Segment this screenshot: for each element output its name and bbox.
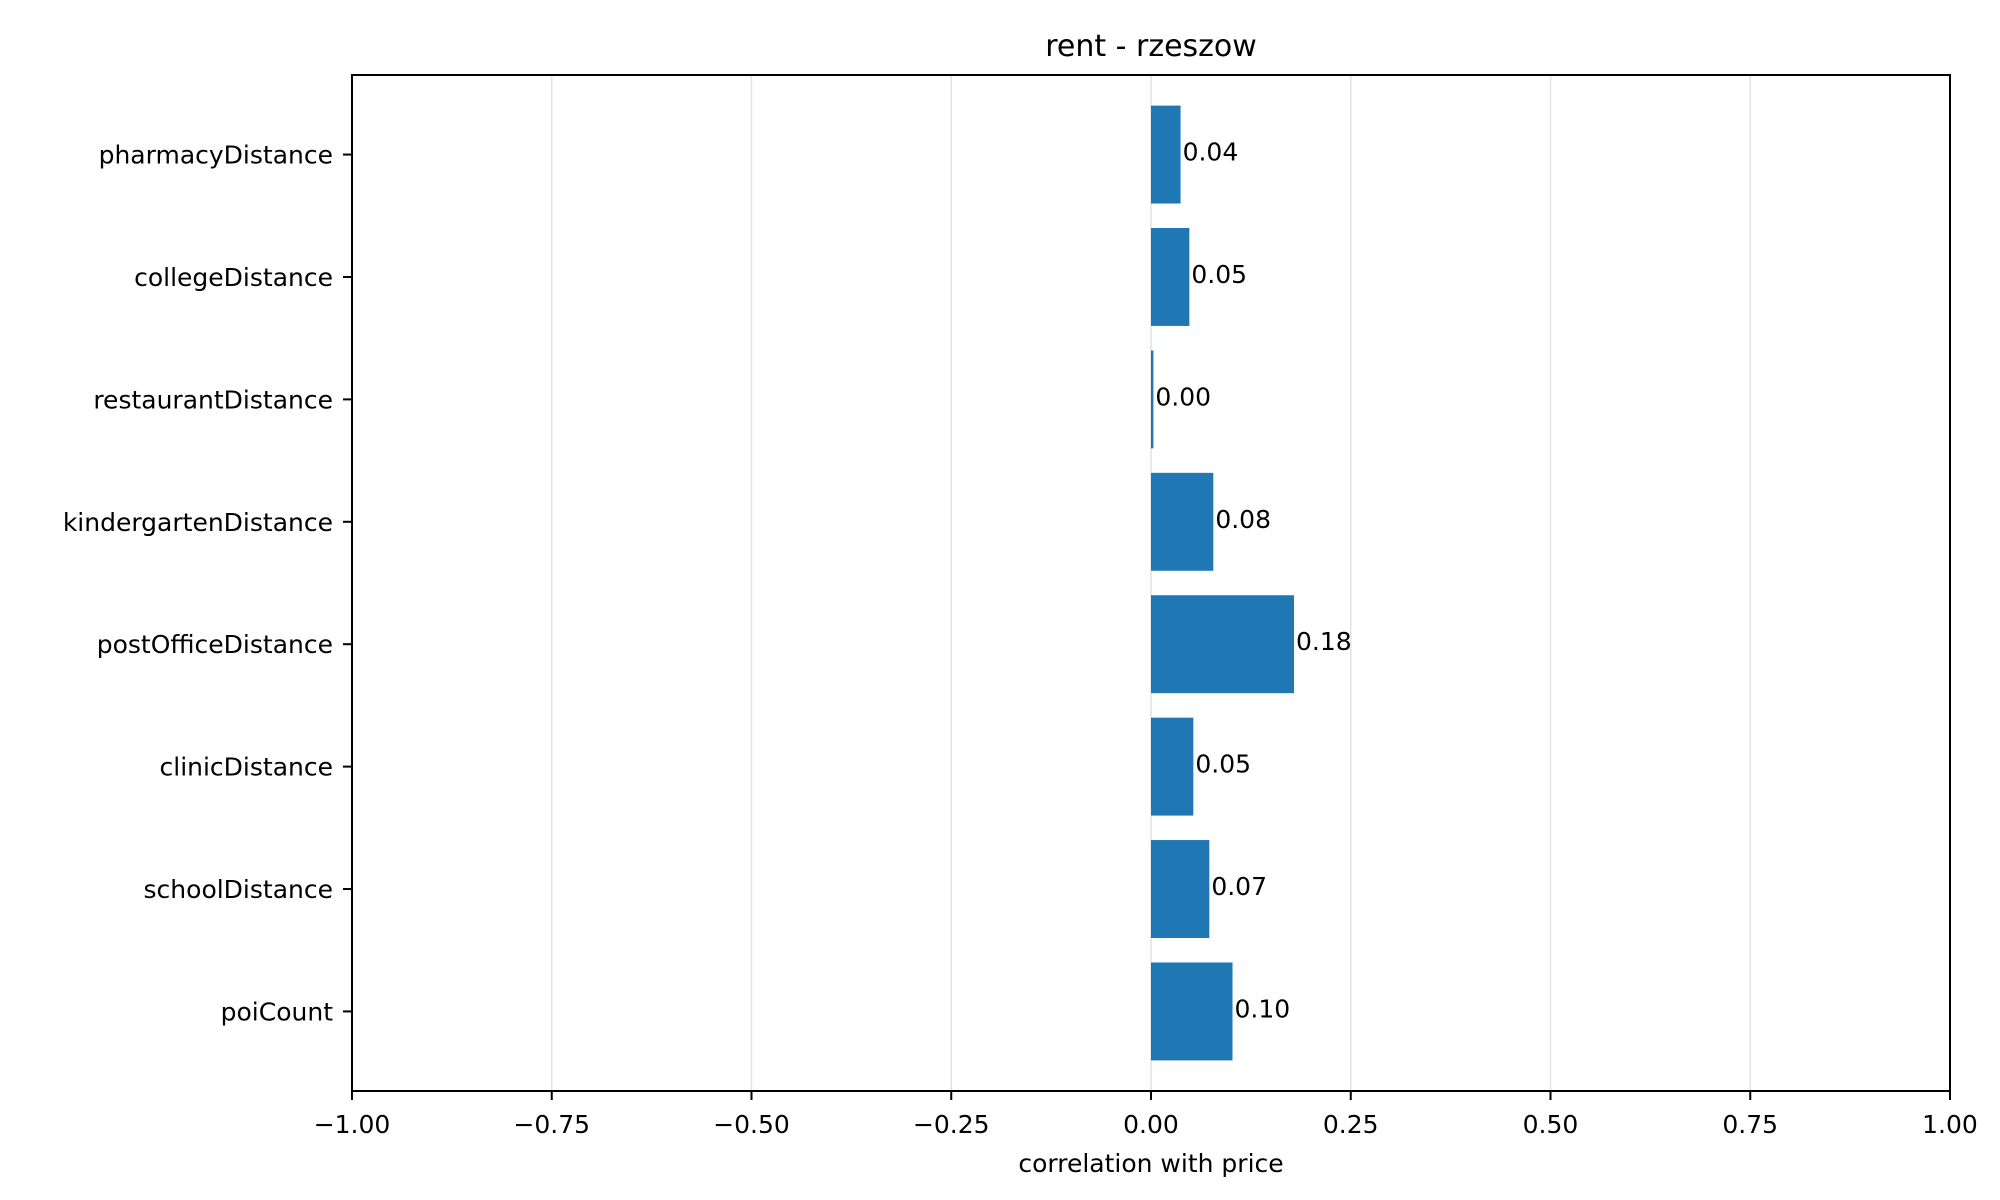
value-label-collegeDistance: 0.05 bbox=[1191, 260, 1247, 289]
value-label-kindergartenDistance: 0.08 bbox=[1215, 505, 1271, 534]
value-label-restaurantDistance: 0.00 bbox=[1155, 382, 1211, 411]
x-tick-label: −0.50 bbox=[713, 1110, 790, 1139]
bar-kindergartenDistance bbox=[1151, 472, 1214, 571]
bars bbox=[1151, 105, 1295, 1061]
y-axis-ticks: pharmacyDistance collegeDistance restauran… bbox=[63, 141, 352, 1026]
x-tick-label: −0.75 bbox=[513, 1110, 590, 1139]
x-tick-label: 0.75 bbox=[1722, 1110, 1778, 1139]
x-tick-label: 0.00 bbox=[1123, 1110, 1179, 1139]
x-tick-label: −0.25 bbox=[913, 1110, 990, 1139]
bar-postOfficeDistance bbox=[1151, 595, 1295, 694]
bar-clinicDistance bbox=[1151, 717, 1194, 816]
value-label-poiCount: 0.10 bbox=[1234, 994, 1290, 1023]
bar-restaurantDistance bbox=[1151, 350, 1154, 449]
x-axis-label: correlation with price bbox=[1018, 1149, 1283, 1178]
y-tick-label-kindergartenDistance: kindergartenDistance bbox=[63, 508, 333, 537]
y-tick-label-clinicDistance: clinicDistance bbox=[160, 753, 334, 782]
value-label-pharmacyDistance: 0.04 bbox=[1183, 138, 1239, 167]
y-tick-label-schoolDistance: schoolDistance bbox=[144, 875, 333, 904]
bar-collegeDistance bbox=[1151, 228, 1190, 326]
value-label-schoolDistance: 0.07 bbox=[1211, 872, 1267, 901]
y-tick-label-collegeDistance: collegeDistance bbox=[134, 263, 333, 292]
value-labels: 0.04 0.05 0.00 0.08 0.18 0.05 0.07 0.10 bbox=[1155, 138, 1351, 1024]
x-tick-label: 1.00 bbox=[1922, 1110, 1978, 1139]
y-tick-label-restaurantDistance: restaurantDistance bbox=[93, 385, 333, 414]
x-tick-label: 0.50 bbox=[1523, 1110, 1579, 1139]
y-tick-label-poiCount: poiCount bbox=[221, 997, 334, 1026]
value-label-postOfficeDistance: 0.18 bbox=[1296, 627, 1352, 656]
y-tick-label-postOfficeDistance: postOfficeDistance bbox=[97, 630, 333, 659]
value-label-clinicDistance: 0.05 bbox=[1195, 750, 1251, 779]
x-tick-label: 0.25 bbox=[1323, 1110, 1379, 1139]
y-tick-label-pharmacyDistance: pharmacyDistance bbox=[99, 141, 333, 170]
x-tick-label: −1.00 bbox=[314, 1110, 391, 1139]
bar-pharmacyDistance bbox=[1151, 105, 1181, 204]
bar-poiCount bbox=[1151, 962, 1233, 1061]
x-axis-ticks: −1.00 −0.75 −0.50 −0.25 0.00 0.25 0.50 0.75 1.00 bbox=[314, 1091, 1978, 1139]
chart-title: rent - rzeszow bbox=[1045, 29, 1257, 64]
bar-schoolDistance bbox=[1151, 840, 1210, 938]
